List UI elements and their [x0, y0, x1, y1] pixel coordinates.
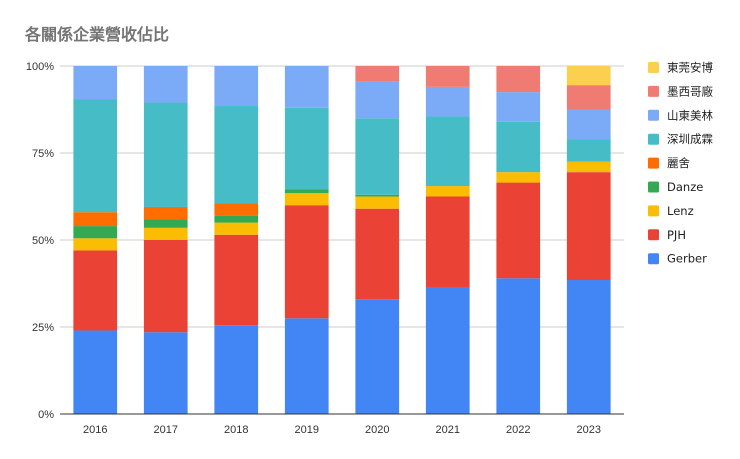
bar-segment: [425, 286, 470, 414]
bar-segment: [355, 81, 400, 119]
bars: [73, 66, 611, 414]
bar-segment: [425, 116, 470, 187]
bar-segment: [73, 212, 118, 227]
bar-segment: [355, 196, 400, 209]
bar-segment: [566, 280, 611, 414]
x-tick-label: 2017: [154, 424, 178, 436]
bar-segment: [284, 193, 329, 206]
bar-segment: [73, 238, 118, 251]
bar-segment: [214, 106, 259, 204]
bar-segment: [214, 234, 259, 326]
legend-label: Gerber: [667, 252, 707, 266]
legend-label: 東莞安博: [667, 61, 713, 75]
legend-label: 山東美林: [667, 108, 713, 122]
bar-segment: [214, 222, 259, 235]
legend-swatch: [648, 133, 659, 145]
y-tick-label: 0%: [38, 409, 54, 421]
bar-segment: [566, 85, 611, 110]
bar-segment: [143, 227, 188, 240]
bar-segment: [566, 172, 611, 281]
axes: 0% 25% 50% 75% 100% 2016 2017 2018 2019 2020 2021 2…: [26, 61, 624, 436]
y-tick-label: 25%: [32, 322, 54, 334]
bar-segment: [566, 109, 611, 140]
bar-segment: [143, 102, 188, 207]
bar-segment: [355, 194, 400, 197]
bar-segment: [143, 66, 188, 103]
chart-title: 各關係企業營收佔比: [24, 25, 169, 44]
bar-segment: [425, 86, 470, 117]
legend-swatch: [648, 109, 659, 121]
bar-segment: [425, 66, 470, 87]
bar-segment: [496, 172, 541, 183]
bar-segment: [284, 318, 329, 414]
bar-segment: [143, 206, 188, 220]
bar-segment: [355, 299, 400, 414]
x-tick-label: 2022: [506, 424, 530, 436]
bar-segment: [284, 66, 329, 108]
bar-segment: [496, 278, 541, 414]
bar-segment: [284, 189, 329, 194]
y-tick-label: 100%: [26, 61, 54, 73]
y-tick-label: 75%: [32, 148, 54, 160]
bar-segment: [566, 139, 611, 162]
legend-swatch: [648, 253, 659, 265]
bar-segment: [284, 107, 329, 190]
bar-segment: [284, 205, 329, 319]
bar-segment: [355, 118, 400, 195]
bar-segment: [496, 92, 541, 122]
legend-swatch: [648, 157, 659, 169]
bar-segment: [355, 66, 400, 82]
legend-label: PJH: [667, 228, 686, 242]
legend-label: 墨西哥廠: [667, 84, 713, 98]
bar-segment: [496, 182, 541, 279]
legend-swatch: [648, 62, 659, 73]
x-tick-label: 2019: [295, 424, 319, 436]
bar-segment: [214, 215, 259, 223]
bar-segment: [496, 66, 541, 93]
bar-segment: [566, 161, 611, 173]
bar-segment: [73, 226, 118, 239]
bar-segment: [425, 196, 470, 287]
bar-segment: [73, 330, 118, 414]
bar-segment: [73, 99, 118, 213]
legend-swatch: [648, 85, 659, 97]
bar-segment: [214, 203, 259, 216]
legend-label: Danze: [667, 180, 703, 194]
bar-segment: [496, 121, 541, 173]
legend-label: 麗舍: [667, 156, 690, 170]
bar-segment: [143, 240, 188, 333]
x-tick-label: 2016: [83, 424, 107, 436]
bar-segment: [73, 66, 118, 100]
bar-segment: [214, 66, 259, 107]
x-tick-label: 2023: [577, 424, 601, 436]
x-tick-label: 2021: [436, 424, 460, 436]
legend-swatch: [648, 181, 659, 193]
bar-segment: [425, 186, 470, 197]
bar-segment: [566, 66, 611, 86]
legend-swatch: [648, 205, 659, 217]
bar-segment: [214, 325, 259, 414]
legend-label: 深圳成霖: [667, 132, 713, 146]
bar-segment: [355, 208, 400, 300]
x-tick-label: 2020: [365, 424, 389, 436]
x-tick-label: 2018: [224, 424, 248, 436]
legend-label: Lenz: [667, 204, 694, 218]
y-tick-label: 50%: [32, 235, 54, 247]
legend-swatch: [648, 229, 659, 241]
bar-segment: [73, 250, 118, 331]
bar-segment: [143, 332, 188, 414]
bar-segment: [143, 219, 188, 228]
